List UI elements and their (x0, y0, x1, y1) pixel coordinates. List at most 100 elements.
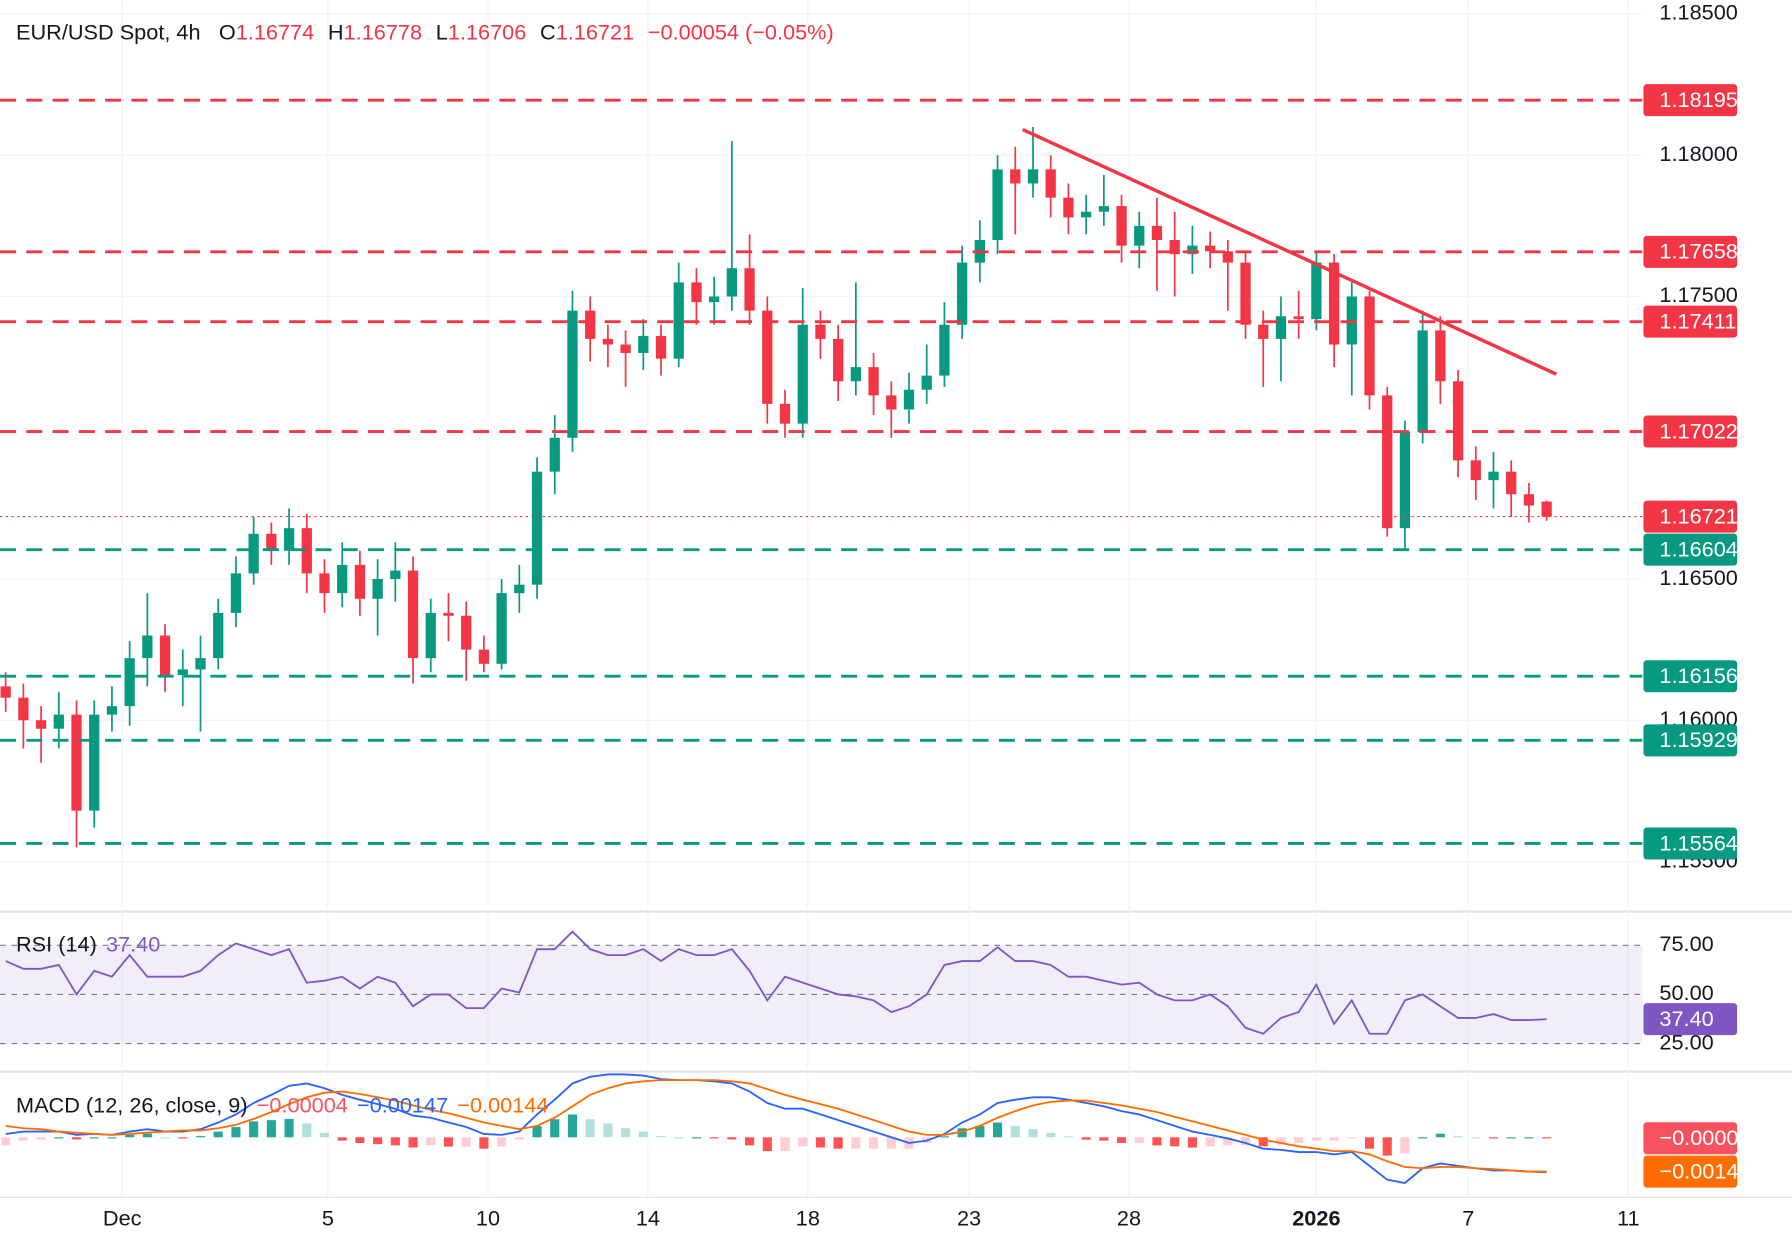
macd-signal-label-bg (1643, 1155, 1738, 1188)
candle-body (159, 635, 171, 676)
candle-body (1098, 206, 1109, 212)
candle-body (1134, 225, 1145, 246)
macd-signal-value: −0.00144 (457, 1092, 548, 1117)
candle-body (213, 612, 224, 659)
candle-body (868, 367, 879, 396)
y-tick-label: 1.17500 (1659, 282, 1737, 307)
ohlc-value: 1.16778 (344, 19, 422, 44)
candle-body (248, 533, 259, 574)
level-label-bg (1643, 724, 1738, 757)
level-label-bg (1643, 415, 1738, 448)
level-label: 1.15929 (1659, 727, 1737, 752)
ohlc-value: 1.16706 (448, 19, 526, 44)
macd-histogram-bar (1506, 1137, 1516, 1139)
macd-histogram-bar (1223, 1137, 1233, 1146)
candle-body (585, 310, 596, 339)
macd-histogram-bar (461, 1137, 471, 1147)
macd-histogram-bar (1028, 1129, 1038, 1138)
level-label: 1.18195 (1659, 87, 1737, 112)
candle-body (921, 375, 932, 390)
macd-histogram-bar (1488, 1137, 1499, 1139)
macd-histogram-bar (479, 1137, 489, 1149)
macd-histogram-bar (1205, 1137, 1215, 1147)
macd-histogram-bar (54, 1137, 64, 1139)
candle-body (266, 533, 277, 551)
macd-histogram-bar (497, 1137, 507, 1147)
y-tick-label: 1.18500 (1659, 0, 1737, 25)
macd-histogram-bar (1542, 1137, 1552, 1139)
macd-histogram-bar (815, 1137, 826, 1148)
macd-histogram-bar (125, 1134, 135, 1138)
rsi-value-label-bg (1643, 1003, 1738, 1036)
macd-histogram-bar (886, 1137, 896, 1149)
macd-histogram-bar (1116, 1137, 1127, 1143)
candle-body (1080, 211, 1092, 218)
macd-histogram-bar (762, 1137, 772, 1152)
macd-histogram-bar (1364, 1137, 1375, 1149)
macd-histogram-bar (213, 1131, 223, 1138)
macd-histogram-bar (939, 1136, 949, 1138)
rsi-legend: RSI (14) 37.40 (16, 931, 160, 956)
candle-body (567, 310, 578, 438)
candle-body (0, 686, 11, 698)
candle-body (956, 262, 968, 325)
level-label: 1.16604 (1659, 537, 1737, 562)
macd-histogram-bar (1471, 1137, 1481, 1139)
candle-body (1258, 324, 1269, 339)
macd-legend: MACD (12, 26, close, 9) −0.00004 −0.00147−… (16, 1092, 548, 1117)
candle-body (655, 336, 667, 359)
candle-body (1116, 206, 1127, 246)
level-label-bg (1643, 305, 1738, 338)
candle-body (1541, 501, 1552, 517)
candle-body (1435, 330, 1446, 382)
change-value: −0.00054 (−0.05%) (648, 19, 834, 44)
macd-histogram-bar (36, 1137, 46, 1140)
candle-body (850, 367, 862, 382)
candle-body (886, 395, 897, 410)
macd-histogram-bar (1276, 1137, 1286, 1145)
candle-body (797, 324, 808, 424)
ohlc-key: L (436, 19, 448, 44)
macd-signal-label: −0.00144 (1659, 1158, 1750, 1183)
macd-histogram-bar (1099, 1137, 1109, 1141)
level-label: 1.17022 (1659, 418, 1737, 443)
macd-histogram-bar (1152, 1137, 1162, 1146)
candle-body (1523, 494, 1535, 506)
macd-histogram-bar (780, 1137, 790, 1152)
macd-histogram-bar (1418, 1137, 1428, 1139)
candle-body (903, 389, 915, 410)
macd-histogram-bar (1081, 1137, 1091, 1140)
candle-body (744, 268, 755, 311)
level-label-bg (1643, 660, 1738, 693)
current-price-label-bg (1643, 500, 1738, 533)
candle-body (443, 612, 454, 616)
candle-body (1063, 197, 1074, 218)
ohlc-value: 1.16721 (556, 19, 634, 44)
current-price-label: 1.16721 (1659, 503, 1737, 528)
candle-body (1452, 381, 1464, 461)
macd-histogram-bar (957, 1128, 967, 1138)
candle-body (53, 714, 64, 729)
macd-histogram-bar (1329, 1137, 1339, 1141)
x-tick-label: 2026 (1292, 1205, 1340, 1230)
candle-body (638, 336, 649, 354)
macd-histogram-bar (1435, 1133, 1445, 1138)
macd-histogram-bar (231, 1127, 241, 1138)
candle-body (1240, 262, 1251, 325)
macd-hist-label: −0.00004 (1659, 1125, 1750, 1150)
candle-body (496, 593, 507, 664)
macd-histogram-bar (89, 1137, 99, 1139)
candle-body (815, 324, 826, 339)
macd-histogram-bar (1347, 1137, 1357, 1139)
candle-body (833, 338, 844, 382)
candle-body (1364, 296, 1375, 396)
macd-histogram-bar (727, 1137, 737, 1140)
macd-histogram-bar (1063, 1136, 1073, 1138)
macd-histogram-bar (567, 1114, 578, 1138)
candle-body (992, 169, 1003, 240)
macd-histogram-bar (1453, 1136, 1463, 1138)
macd-line (5, 1073, 1547, 1184)
candle-body (1027, 169, 1039, 184)
